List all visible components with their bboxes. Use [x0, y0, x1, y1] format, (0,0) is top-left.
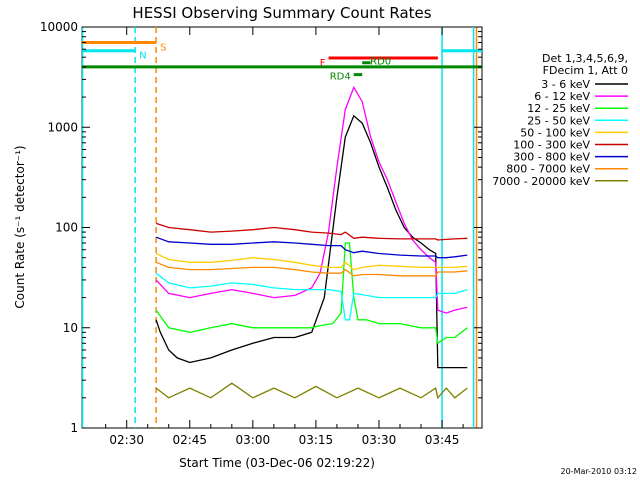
flag-label-4: RD0 — [370, 57, 391, 68]
y-tick-label-0: 1 — [70, 421, 78, 435]
legend-label-3: 25 - 50 keV — [527, 114, 590, 127]
series-line-2 — [155, 242, 468, 345]
series-line-1 — [155, 85, 468, 314]
x-axis: 02:30 02:45 03:00 03:15 03:30 03:45 — [105, 27, 464, 447]
legend-label-0: 3 - 6 keV — [541, 78, 590, 91]
legend-label-4: 50 - 100 keV — [520, 126, 590, 139]
series-line-6 — [155, 236, 468, 259]
legend: Det 1,3,4,5,6,9,FDecim 1, Att 03 - 6 keV… — [492, 52, 628, 188]
x-tick-label-4: 03:30 — [362, 433, 397, 447]
x-tick-label-2: 03:00 — [236, 433, 271, 447]
y-tick-label-1: 10 — [63, 321, 78, 335]
series-line-7 — [155, 261, 468, 277]
y-tick-label-2: 100 — [55, 221, 78, 235]
legend-label-5: 100 - 300 keV — [513, 139, 590, 152]
flag-label-1: N — [139, 51, 146, 62]
series-line-4 — [155, 252, 468, 271]
legend-label-6: 300 - 800 keV — [513, 151, 590, 164]
x-tick-label-5: 03:45 — [425, 433, 460, 447]
legend-header-1: FDecim 1, Att 0 — [543, 64, 628, 77]
y-tick-label-3: 1000 — [47, 120, 78, 134]
series-line-5 — [155, 222, 468, 241]
x-axis-label: Start Time (03-Dec-06 02:19:22) — [179, 456, 375, 470]
y-axis-label: Count Rate (s⁻¹ detector⁻¹) — [13, 145, 27, 308]
series-line-8 — [155, 382, 468, 400]
flag-label-5: RD4 — [330, 72, 351, 83]
x-tick-label-0: 02:30 — [109, 433, 144, 447]
y-tick-label-4: 10000 — [40, 20, 78, 34]
legend-header-0: Det 1,3,4,5,6,9, — [542, 52, 628, 65]
legend-label-1: 6 - 12 keV — [534, 90, 590, 103]
series-line-0 — [155, 114, 468, 369]
footer-timestamp: 20-Mar-2010 03:12 — [561, 467, 638, 476]
legend-label-2: 12 - 25 keV — [527, 102, 590, 115]
x-tick-label-3: 03:15 — [299, 433, 334, 447]
legend-label-7: 800 - 7000 keV — [506, 163, 590, 176]
x-tick-label-1: 02:45 — [172, 433, 207, 447]
plot-frame — [81, 26, 483, 429]
chart-title: HESSI Observing Summary Count Rates — [132, 4, 431, 22]
y-axis: 1 10 100 1000 10000 — [40, 20, 482, 435]
flag-label-3: F — [320, 58, 326, 69]
flag-label-0: S — [160, 43, 166, 54]
plot-area: S N F RD0 RD4 — [81, 26, 483, 429]
series-line-3 — [155, 272, 468, 321]
legend-label-8: 7000 - 20000 keV — [492, 175, 590, 188]
